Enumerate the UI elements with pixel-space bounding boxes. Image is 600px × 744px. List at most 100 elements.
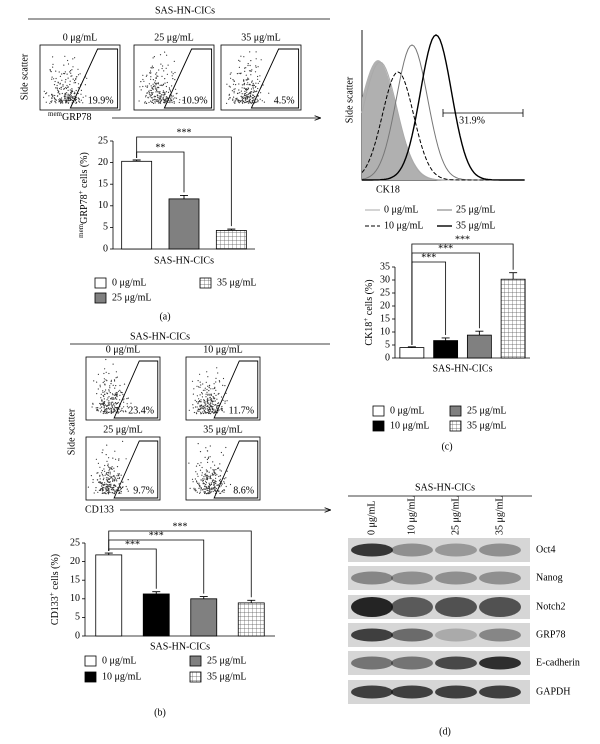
dot <box>214 485 216 487</box>
dot <box>154 102 156 104</box>
dots <box>188 367 228 415</box>
dot <box>97 472 99 474</box>
dot <box>156 86 158 88</box>
dot <box>195 471 197 473</box>
dot <box>234 99 236 101</box>
error-bar <box>475 330 484 336</box>
dot <box>245 99 247 101</box>
y-tick-label: 0 <box>75 630 80 641</box>
dot <box>204 475 206 477</box>
dot <box>70 70 72 72</box>
dot <box>204 485 206 487</box>
dot <box>202 483 204 485</box>
dot <box>246 95 248 97</box>
dot <box>249 94 251 97</box>
dot <box>246 97 249 99</box>
dot <box>247 96 249 98</box>
dot <box>257 78 259 80</box>
blot-band <box>479 656 521 670</box>
dot <box>209 393 211 395</box>
dot <box>103 395 105 398</box>
dot <box>223 478 226 480</box>
dot <box>53 84 56 86</box>
dot <box>156 72 158 74</box>
dot <box>160 63 162 65</box>
dot <box>107 484 109 486</box>
dot <box>207 456 210 458</box>
dot <box>73 82 75 84</box>
y-tick-label: 15 <box>70 574 80 585</box>
dot <box>222 384 224 386</box>
dot <box>207 450 209 452</box>
dot <box>152 87 154 89</box>
dot <box>226 102 228 104</box>
dot <box>244 97 247 99</box>
dot <box>250 60 252 62</box>
significance-label: *** <box>149 530 164 541</box>
dot <box>215 477 217 479</box>
dot <box>75 76 78 78</box>
dot <box>244 92 246 94</box>
dot <box>213 484 215 486</box>
dot <box>213 411 215 413</box>
dot <box>102 394 104 397</box>
dot <box>103 378 105 380</box>
dot <box>208 471 210 473</box>
dot <box>114 380 116 382</box>
dot <box>97 479 99 481</box>
dot <box>225 477 227 479</box>
dot <box>67 99 69 101</box>
legend-label: 0 μg/mL <box>390 405 425 416</box>
dot <box>106 486 108 489</box>
dot <box>104 464 106 467</box>
y-label: CD133+ cells (%) <box>48 554 62 625</box>
dot <box>75 77 77 80</box>
dot <box>110 468 113 470</box>
bar <box>190 598 218 637</box>
dot <box>225 392 227 394</box>
dot <box>213 483 215 485</box>
dot <box>166 54 168 56</box>
dot <box>160 94 163 96</box>
dot <box>203 491 205 493</box>
dot <box>61 79 63 81</box>
dot <box>126 398 128 400</box>
dot <box>157 101 159 103</box>
dot <box>152 67 154 69</box>
dot <box>251 102 253 104</box>
dot <box>102 479 104 481</box>
dot <box>209 410 211 412</box>
dot <box>219 492 221 494</box>
dot <box>66 99 68 101</box>
dot <box>244 70 246 72</box>
dot <box>144 101 146 103</box>
dot <box>245 88 247 91</box>
dot <box>111 401 113 403</box>
dot <box>108 400 110 402</box>
dot <box>109 484 111 486</box>
dot <box>77 74 80 76</box>
dot <box>106 399 108 401</box>
legend-label: 25 μg/mL <box>467 405 507 416</box>
dot <box>212 403 214 406</box>
dot <box>215 377 217 379</box>
legend-swatch <box>84 671 97 683</box>
dot <box>104 482 106 484</box>
dot <box>122 440 124 442</box>
dot <box>115 406 117 409</box>
dot <box>102 390 104 392</box>
dot <box>146 74 148 76</box>
dot <box>48 95 50 97</box>
bar <box>215 230 247 250</box>
dot <box>174 79 176 81</box>
dot <box>151 67 153 69</box>
dot <box>159 54 162 56</box>
dot <box>118 477 120 480</box>
dot <box>107 488 109 490</box>
dot <box>209 491 211 493</box>
dot <box>112 384 114 386</box>
dot <box>196 413 198 415</box>
dot <box>167 91 170 93</box>
dot <box>121 407 123 409</box>
dot <box>228 98 230 100</box>
